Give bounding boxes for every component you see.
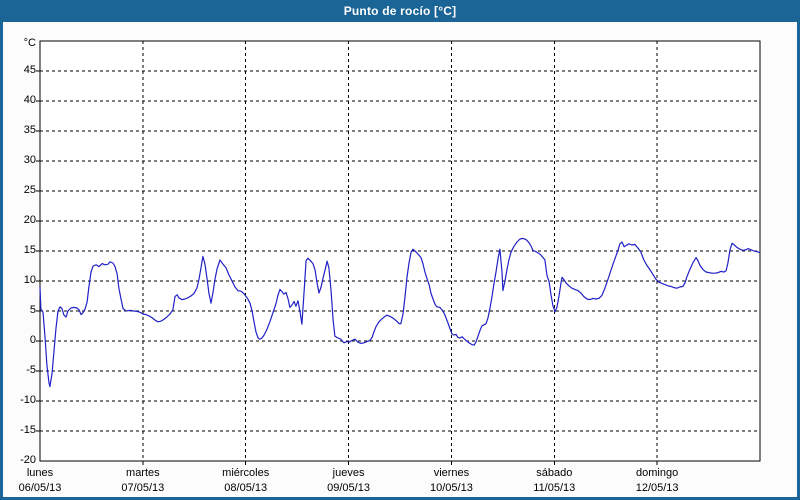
- x-axis-date: 10/05/13: [430, 482, 473, 494]
- y-axis-tick-label: 40: [23, 94, 36, 106]
- y-axis-tick-label: -15: [20, 424, 36, 436]
- dew-point-line: [39, 237, 761, 388]
- x-axis-day-name: jueves: [332, 467, 365, 479]
- x-axis-date: 09/05/13: [327, 482, 370, 494]
- y-axis-tick-label: 10: [23, 274, 36, 286]
- y-axis-tick-label: 45: [23, 64, 36, 76]
- x-axis-date: 08/05/13: [224, 482, 268, 494]
- x-axis-date: 06/05/13: [18, 482, 62, 494]
- y-axis-tick-label: -5: [26, 364, 36, 376]
- title-bar: Punto de rocío [°C]: [0, 0, 800, 22]
- y-axis-tick-label: 15: [23, 244, 36, 256]
- y-axis-tick-label: -10: [20, 394, 36, 406]
- x-axis-day-name: domingo: [636, 467, 679, 479]
- x-axis-date: 11/05/13: [533, 482, 576, 494]
- x-axis-date: 07/05/13: [121, 482, 165, 494]
- x-axis-day-name: lunes: [26, 467, 54, 479]
- y-axis-tick-label: 30: [23, 154, 36, 166]
- y-axis-tick-label: 35: [23, 124, 36, 136]
- dew-point-chart: [36, 40, 761, 465]
- y-axis-tick-label: 20: [23, 214, 36, 226]
- y-axis-unit-label: °C: [23, 37, 36, 49]
- y-axis-tick-label: 25: [23, 184, 36, 196]
- x-axis-day-name: viernes: [433, 467, 470, 479]
- y-axis-tick-label: 0: [29, 334, 36, 346]
- x-axis-day-name: martes: [126, 467, 160, 479]
- x-axis-day-name: sábado: [536, 467, 573, 479]
- y-axis-tick-label: 5: [29, 304, 36, 316]
- y-axis-tick-label: -20: [20, 454, 36, 466]
- x-axis-day-name: miércoles: [222, 467, 270, 479]
- window-title: Punto de rocío [°C]: [343, 4, 457, 18]
- x-axis-date: 12/05/13: [635, 482, 679, 494]
- chart-area: °C 45 40 35 30 25 20 15 10 5 0 -5 -10 -15 -20 lunes 06/0…: [3, 22, 797, 497]
